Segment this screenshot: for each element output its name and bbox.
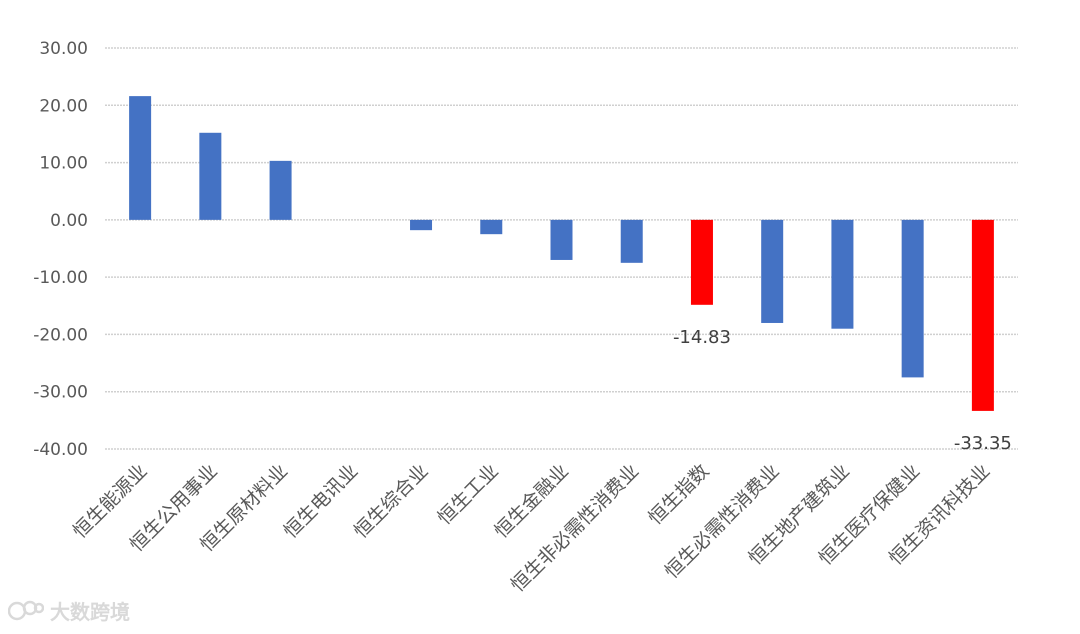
category-label: 恒生电讯业	[280, 460, 363, 543]
bar	[831, 219, 854, 329]
speech-bubble-logo-icon	[8, 600, 44, 620]
watermark: 大数跨境	[8, 596, 130, 625]
y-tick-label: 20.00	[39, 96, 88, 116]
bar	[199, 132, 222, 220]
y-tick-label: 30.00	[39, 39, 88, 59]
y-tick-label: -20.00	[33, 325, 88, 345]
bar	[761, 219, 784, 323]
bar	[971, 219, 994, 411]
bar	[129, 96, 152, 220]
bar	[480, 219, 503, 235]
bar	[620, 219, 643, 263]
y-tick-label: -40.00	[33, 440, 88, 460]
category-label: 恒生非必需性消费业	[507, 460, 643, 596]
data-label: -33.35	[954, 433, 1012, 454]
bar	[901, 219, 924, 378]
category-label: 恒生综合业	[350, 460, 433, 543]
watermark-text: 大数跨境	[50, 600, 130, 624]
y-tick-label: -30.00	[33, 383, 88, 403]
bar	[550, 219, 573, 260]
y-tick-label: 0.00	[50, 211, 88, 231]
bar	[410, 219, 433, 231]
category-label: 恒生指数	[644, 460, 713, 529]
bars	[129, 96, 994, 411]
bar	[690, 219, 713, 305]
data-labels: -14.83 -33.35	[673, 327, 1012, 454]
category-label: 恒生工业	[433, 460, 502, 529]
y-axis-tick-labels: 30.00 20.00 10.00 0.00 -10.00 -20.00 -30.00 -40…	[33, 39, 88, 460]
bar	[269, 160, 292, 220]
y-tick-label: -10.00	[33, 268, 88, 288]
data-label: -14.83	[673, 327, 731, 348]
y-tick-label: 10.00	[39, 154, 88, 174]
